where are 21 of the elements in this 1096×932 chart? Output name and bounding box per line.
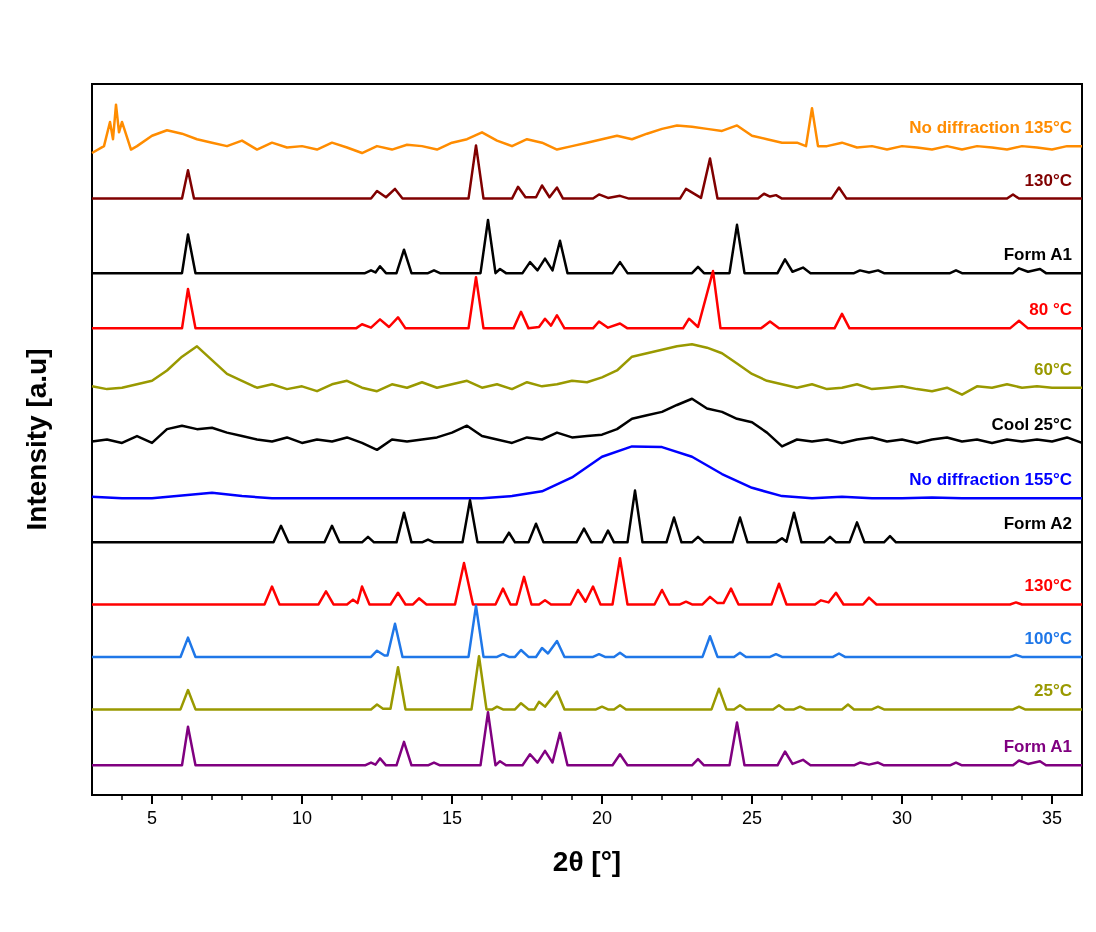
x-tick-label: 5 [146,808,158,828]
series-label: No diffraction 135°C [909,118,1072,138]
series-label: Cool 25°C [991,414,1072,434]
x-tick-label: 10 [291,808,313,828]
series-label: 130°C [1024,576,1072,596]
series-label: 130°C [1024,170,1072,190]
series-label: Form A1 [1003,737,1072,757]
series-label: 100°C [1024,628,1072,648]
x-tick-label: 15 [441,808,463,828]
x-tick-label: 30 [891,808,913,828]
x-tick-label: 25 [741,808,763,828]
series-label: No diffraction 155°C [909,470,1072,490]
series-label: Form A2 [1003,514,1072,534]
x-tick-label: 20 [591,808,613,828]
series-label: 60°C [1034,359,1072,379]
x-tick-label: 35 [1041,808,1063,828]
x-axis-title: 2θ [°] [552,845,622,877]
y-axis-title: Intensity [a.u] [20,348,52,531]
series-label: 25°C [1034,681,1072,701]
series-label: 80 °C [1029,300,1072,320]
series-label: Form A1 [1003,245,1072,265]
